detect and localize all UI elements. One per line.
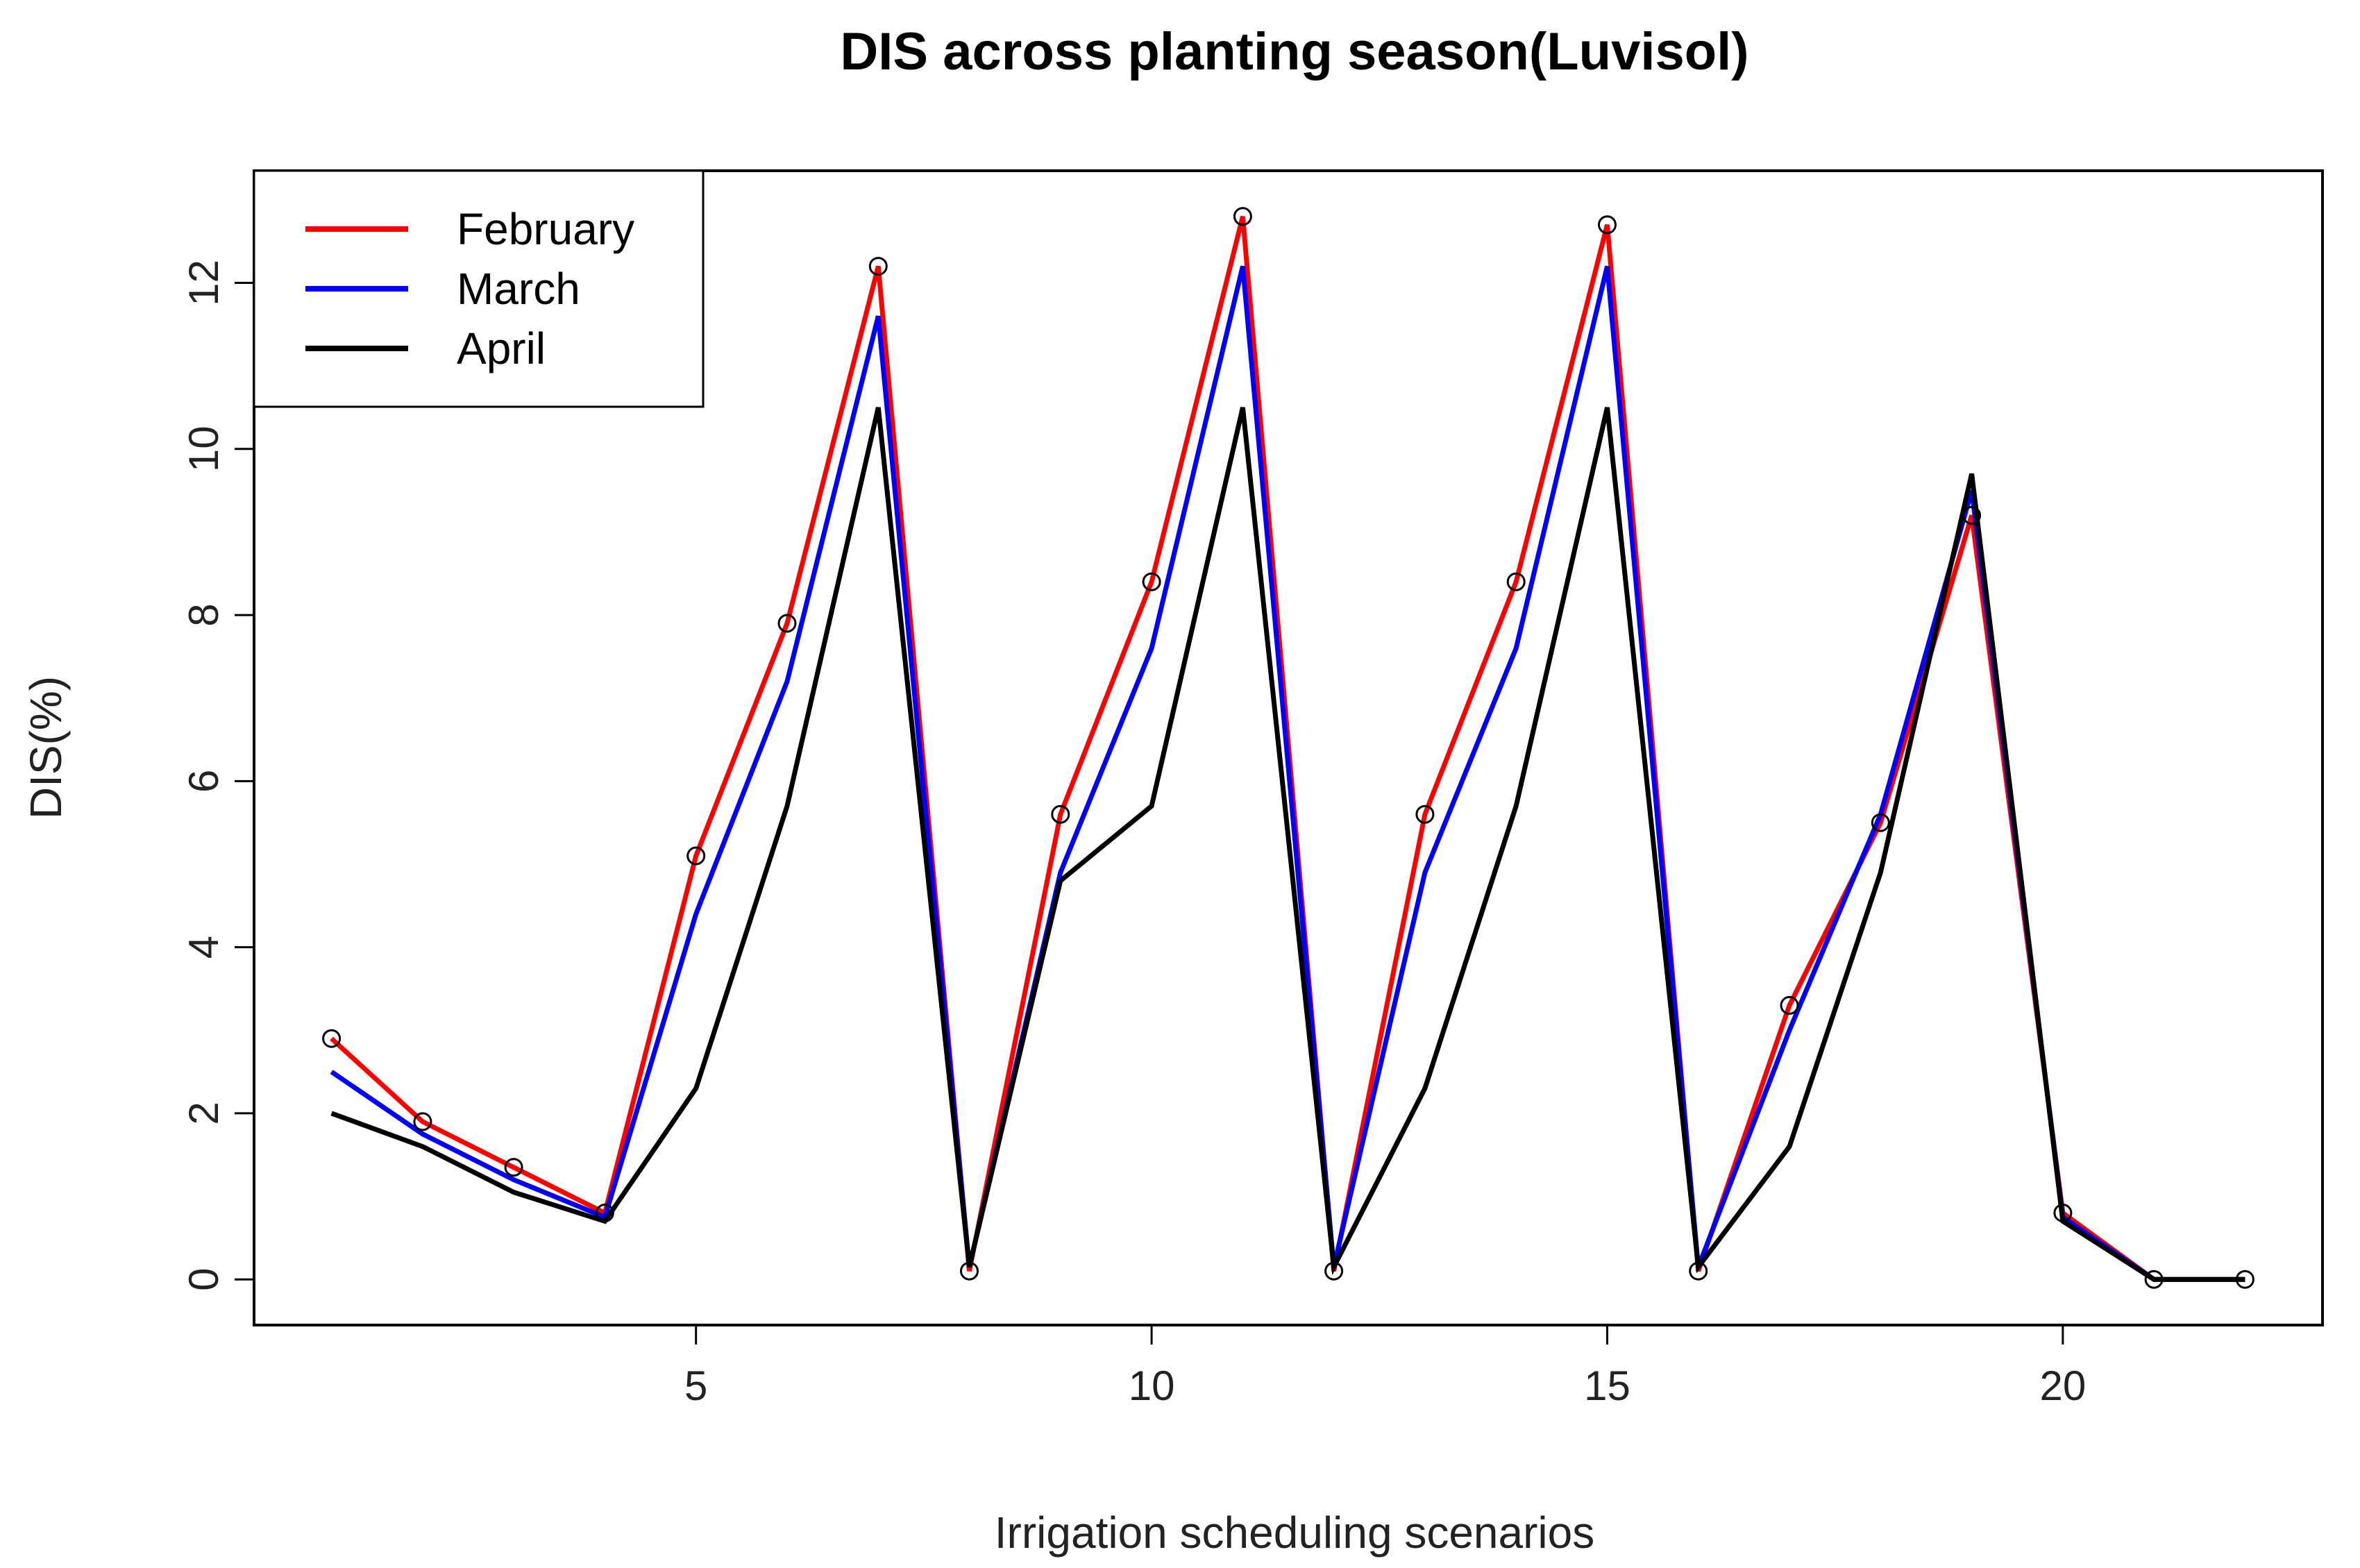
point-february-3 [504,1158,523,1177]
legend-label-february: February [457,204,634,254]
point-february-22 [2235,1270,2254,1289]
point-february-8 [960,1261,979,1281]
point-february-2 [413,1112,432,1131]
point-february-7 [868,257,888,276]
point-february-21 [2144,1270,2164,1289]
y-axis-label: DIS(%) [21,676,71,819]
point-february-4 [595,1204,614,1222]
series-line-april [330,407,2245,1282]
series-markers [322,207,2254,1289]
point-february-19 [1962,506,1982,525]
point-february-11 [1233,207,1252,226]
point-february-6 [777,614,797,633]
series-line-march [330,265,2245,1282]
y-tick-label-4: 4 [180,936,227,959]
y-tick-label-10: 10 [180,425,227,472]
y-tick-label-12: 12 [180,260,227,306]
x-tick-label-20: 20 [2039,1363,2086,1409]
x-axis-label: Irrigation scheduling scenarios [995,1508,1594,1558]
series-lines [330,215,2245,1282]
point-february-9 [1051,804,1070,824]
y-tick-label-0: 0 [180,1268,227,1291]
point-february-1 [322,1029,342,1048]
point-february-10 [1142,572,1161,591]
x-tick-label-10: 10 [1129,1363,1175,1409]
plot-frame [253,169,2324,1326]
point-february-12 [1324,1261,1344,1281]
y-tick-label-8: 8 [180,603,227,626]
legend-label-march: March [457,264,580,314]
x-tick-label-15: 15 [1584,1363,1630,1409]
point-february-20 [2053,1204,2073,1222]
point-february-14 [1506,572,1526,591]
x-axis: 5 10 15 20 [684,1325,2086,1409]
y-tick-label-6: 6 [180,770,227,793]
legend-label-april: April [457,323,546,373]
point-february-17 [1780,995,1799,1015]
point-february-15 [1598,215,1617,235]
chart-title: DIS across planting season(Luvisol) [840,22,1748,81]
point-february-5 [686,846,706,866]
x-tick-label-5: 5 [684,1363,707,1409]
y-tick-label-2: 2 [180,1102,227,1124]
legend: February March April [253,169,705,408]
point-february-13 [1415,804,1435,824]
y-axis: 0 2 4 6 8 10 12 [180,260,254,1291]
point-february-16 [1689,1261,1708,1281]
point-february-18 [1871,813,1890,832]
